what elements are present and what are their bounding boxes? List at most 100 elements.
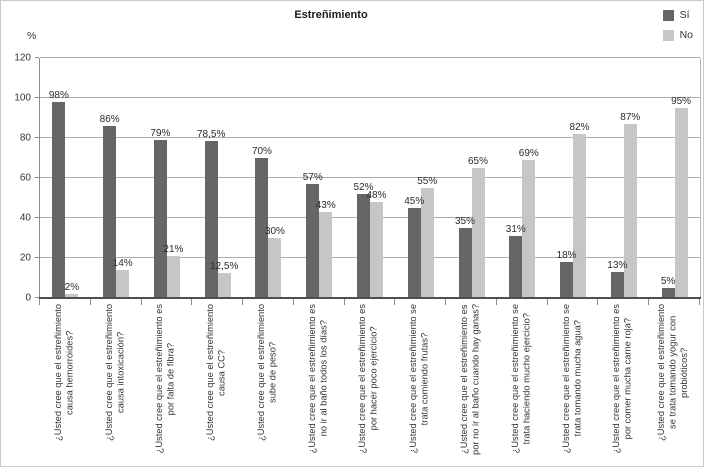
bar-sí: [610, 272, 624, 298]
x-axis-label: ¿Usted cree que el estreñimiento es por …: [357, 304, 379, 454]
x-axis-label: ¿Usted cree que el estreñimiento es por …: [611, 304, 633, 454]
x-tick-mark-12: [648, 299, 650, 305]
bar-col-no: 82%: [570, 58, 590, 298]
x-tick-mark-6: [343, 299, 345, 305]
x-axis-label: ¿Usted cree que el estreñimiento se trat…: [509, 304, 532, 454]
y-tick-mark-80: [35, 136, 39, 138]
bar-value-label: 18%: [556, 250, 577, 261]
bar-group-13: 5% 95%: [649, 58, 700, 298]
x-tick-mark-13: [699, 299, 700, 305]
y-tick-mark-120: [35, 57, 39, 58]
y-tick-mark-40: [35, 216, 39, 218]
bar-group-9: 35% 65%: [446, 58, 497, 298]
y-tick-mark-20: [35, 257, 39, 258]
bar-col-no: 43%: [316, 58, 336, 298]
y-tick-mark-100: [35, 96, 39, 98]
x-label-cell-9: ¿Usted cree que el estreñimiento es por …: [445, 304, 496, 466]
x-axis-label: ¿Usted cree que el estreñimiento se trat…: [560, 304, 583, 454]
bar-value-label: 79%: [150, 128, 171, 139]
bar-sí: [356, 194, 370, 298]
bar-value-label: 5%: [660, 276, 676, 288]
bar-value-label: 65%: [468, 156, 489, 167]
x-tick-mark-5: [292, 299, 294, 305]
bar-value-label: 55%: [417, 176, 438, 187]
legend-swatch-no-icon: [662, 29, 674, 41]
x-label-cell-10: ¿Usted cree que el estreñimiento se trat…: [496, 304, 547, 466]
bar-value-label: 48%: [366, 190, 387, 201]
bar-col-sí: 52%: [353, 58, 373, 298]
bar-col-no: 21%: [163, 58, 183, 298]
x-label-cell-11: ¿Usted cree que el estreñimiento se trat…: [547, 304, 598, 466]
bar-no: [65, 294, 79, 298]
y-tick-label-20: 20: [19, 252, 31, 264]
x-axis-label: ¿Usted cree que el estreñimiento sube de…: [255, 304, 278, 441]
bar-group-6: 57% 43%: [294, 58, 345, 298]
bar-value-label: 52%: [353, 182, 374, 193]
x-label-cell-1: ¿Usted cree que el estreñimiento causa h…: [39, 304, 90, 466]
gridline-80: [40, 136, 700, 138]
x-label-cell-13: ¿Usted cree que el estreñimiento se trat…: [648, 304, 699, 466]
bar-group-4: 78,5% 12,5%: [192, 58, 243, 298]
bar-col-sí: 5%: [660, 58, 676, 298]
plot-area: 98% 2% 86% 14% 79% 21% 78,5% 12,5% 70% 30% 57% 43% 5…: [35, 57, 701, 305]
bar-value-label: 35%: [455, 216, 476, 227]
bar-value-label: 14%: [112, 258, 133, 269]
x-axis-label: ¿Usted cree que el estreñimiento causa i…: [103, 304, 126, 441]
legend-label-no: No: [679, 29, 693, 41]
y-tick-mark-60: [35, 177, 39, 178]
bar-col-sí: 31%: [506, 58, 526, 298]
bar-value-label: 45%: [404, 196, 425, 207]
legend-swatch-si-icon: [662, 9, 674, 21]
x-tick-mark-8: [445, 299, 447, 305]
bar-no: [420, 188, 434, 298]
bar-col-no: 69%: [519, 58, 539, 298]
bar-value-label: 12,5%: [210, 261, 239, 272]
bar-group-11: 18% 82%: [548, 58, 599, 298]
bar-col-sí: 98%: [49, 58, 69, 298]
x-tick-mark-4: [242, 299, 244, 305]
x-tick-mark-9: [495, 299, 497, 305]
legend: Sí No: [662, 9, 693, 49]
x-tick-mark-10: [546, 299, 548, 305]
x-axis-label: ¿Usted cree que el estreñimiento causa h…: [52, 304, 75, 441]
bar-col-no: 87%: [620, 58, 640, 298]
x-label-cell-6: ¿Usted cree que el estreñimiento es no i…: [293, 304, 344, 466]
bar-col-no: 12,5%: [210, 58, 238, 298]
bar-col-no: 30%: [265, 58, 285, 298]
bar-no: [369, 202, 383, 298]
bar-value-label: 13%: [607, 260, 628, 271]
bar-group-3: 79% 21%: [142, 58, 193, 298]
chart-title: Estreñimiento: [294, 9, 368, 21]
bar-value-label: 43%: [315, 200, 336, 211]
bars-layer: 98% 2% 86% 14% 79% 21% 78,5% 12,5% 70% 30% 57% 43% 5…: [40, 58, 700, 298]
bar-value-label: 87%: [620, 112, 641, 123]
bar-value-label: 2%: [64, 282, 80, 293]
legend-item-no: No: [662, 29, 693, 41]
bar-sí: [661, 288, 675, 298]
x-label-cell-8: ¿Usted cree que el estreñimiento se trat…: [394, 304, 445, 466]
x-tick-mark-3: [191, 299, 193, 305]
bar-value-label: 82%: [569, 122, 590, 133]
bar-no: [217, 273, 231, 298]
bar-value-label: 78,5%: [197, 129, 226, 141]
x-label-cell-7: ¿Usted cree que el estreñimiento es por …: [344, 304, 395, 466]
bar-no: [471, 168, 485, 298]
bar-sí: [458, 228, 472, 298]
bar-value-label: 98%: [48, 90, 69, 101]
bar-sí: [153, 140, 167, 298]
x-axis-line: [39, 297, 701, 299]
gridline-120: [40, 57, 700, 58]
bar-sí: [52, 102, 66, 298]
x-tick-mark-11: [597, 299, 599, 305]
x-tick-mark-0: [39, 299, 40, 305]
bar-group-5: 70% 30%: [243, 58, 294, 298]
bar-col-sí: 57%: [303, 58, 323, 298]
x-label-cell-4: ¿Usted cree que el estreñimiento causa C…: [191, 304, 242, 466]
x-axis-label: ¿Usted cree que el estreñimiento se trat…: [656, 304, 690, 441]
x-axis-category-labels: ¿Usted cree que el estreñimiento causa h…: [39, 304, 699, 466]
bar-col-sí: 70%: [252, 58, 272, 298]
bar-col-sí: 79%: [150, 58, 170, 298]
y-tick-label-40: 40: [19, 212, 31, 224]
x-tick-mark-1: [89, 299, 91, 305]
